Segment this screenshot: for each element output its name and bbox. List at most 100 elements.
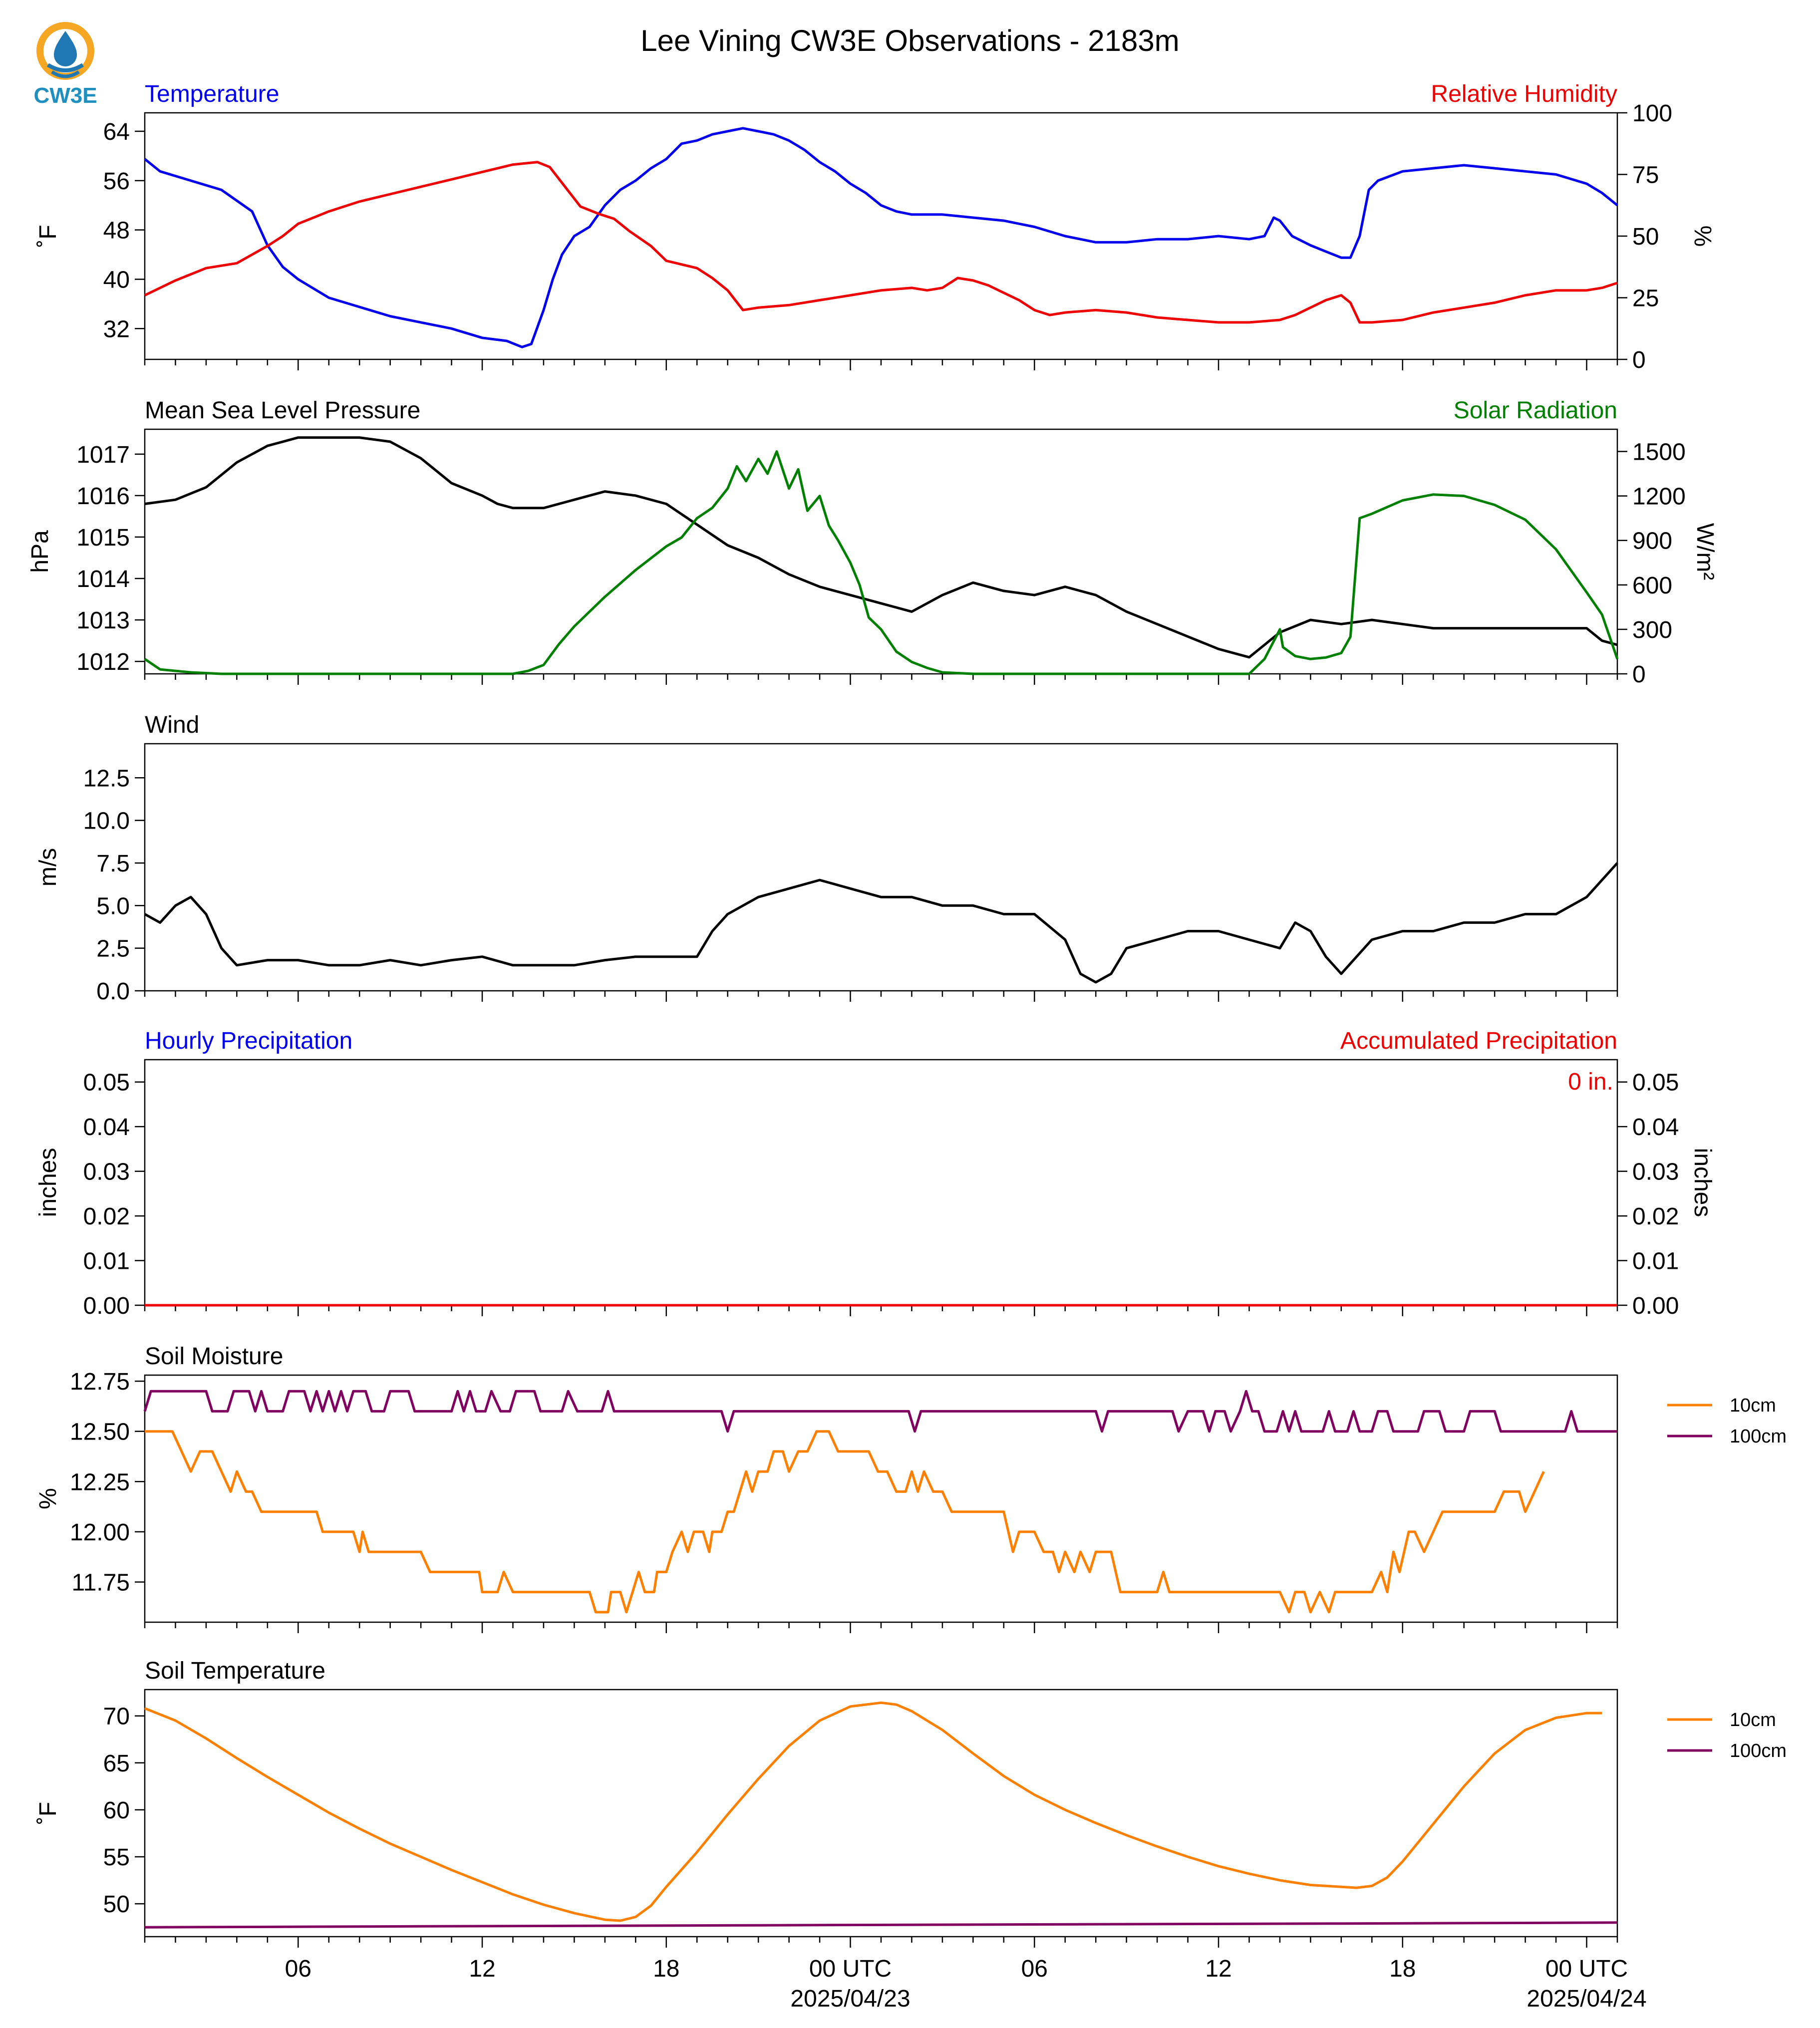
y-tick-label-right: 0.01 — [1632, 1248, 1679, 1275]
legend-label: 100cm — [1730, 1740, 1787, 1761]
y-tick-label-left: 1016 — [76, 483, 130, 510]
y-tick-label-right: 0.04 — [1632, 1114, 1679, 1141]
legend-label: 10cm — [1730, 1395, 1776, 1416]
panel-title-right: Solar Radiation — [1454, 397, 1617, 424]
y-tick-label-right: 0.03 — [1632, 1159, 1679, 1185]
y-axis-label-left: hPa — [27, 530, 53, 573]
y-tick-label-right: 0 — [1632, 661, 1646, 688]
y-tick-label-left: 0.03 — [83, 1159, 130, 1185]
series-line-10cm — [145, 1430, 1545, 1614]
logo-text: CW3E — [33, 83, 97, 107]
panel-soil-temp: Soil Temperature 70 65 60 55 50 ˚F 10cm 100cm — [35, 1658, 1787, 1948]
y-tick-label-left: 65 — [103, 1750, 130, 1777]
y-tick-label-right: 75 — [1632, 162, 1659, 189]
x-tick-label: 18 — [1389, 1956, 1416, 1982]
panel-title-left: Wind — [145, 712, 199, 738]
y-tick-label-left: 0.01 — [83, 1248, 130, 1275]
y-tick-label-left: 32 — [103, 316, 130, 342]
x-tick-label: 12 — [469, 1956, 495, 1982]
x-tick-label: 06 — [1021, 1956, 1048, 1982]
y-tick-label-left: 1015 — [76, 525, 130, 551]
y-tick-label-left: 48 — [103, 218, 130, 244]
y-tick-label-left: 1017 — [76, 442, 130, 468]
y-axis-label-right: % — [1689, 226, 1716, 247]
x-date-label: 2025/04/24 — [1526, 1986, 1646, 2012]
y-tick-label-left: 7.5 — [96, 851, 130, 877]
panel-title-left: Soil Moisture — [145, 1343, 283, 1370]
y-tick-label-right: 50 — [1632, 224, 1659, 250]
y-tick-label-right: 900 — [1632, 528, 1672, 555]
y-tick-label-left: 12.50 — [70, 1419, 130, 1446]
series-line-mean-sea-level-pressure — [144, 436, 1618, 659]
y-tick-label-right: 600 — [1632, 573, 1672, 599]
y-tick-label-left: 40 — [103, 267, 130, 293]
y-tick-label-left: 12.75 — [70, 1369, 130, 1395]
y-axis-label-left: % — [35, 1488, 61, 1509]
y-tick-label-left: 10.0 — [83, 808, 130, 835]
series-line-100cm — [144, 1921, 1618, 1929]
y-tick-label-right: 0.02 — [1632, 1203, 1679, 1230]
series-line-wind — [144, 862, 1618, 984]
y-tick-label-left: 1012 — [76, 649, 130, 675]
y-axis-label-right: W/m² — [1692, 523, 1718, 580]
x-date-label: 2025/04/23 — [790, 1986, 910, 2012]
y-tick-label-left: 55 — [103, 1844, 130, 1871]
y-tick-label-right: 100 — [1632, 100, 1672, 127]
panel-title-left: Soil Temperature — [145, 1658, 325, 1684]
y-tick-label-left: 5.0 — [96, 893, 130, 919]
x-tick-label: 06 — [285, 1956, 311, 1982]
accumulated-total-label: 0 in. — [1568, 1069, 1613, 1095]
series-line-relative-humidity — [144, 161, 1618, 324]
panel-temp-rh: Temperature Relative Humidity 64 56 48 40 32 10… — [35, 81, 1716, 373]
panel-title-right: Relative Humidity — [1431, 81, 1617, 107]
panel-precip: Hourly Precipitation Accumulated Precipit… — [35, 1028, 1716, 1319]
x-tick-label: 00 UTC — [809, 1956, 892, 1982]
series-line-solar-radiation — [144, 450, 1619, 675]
y-tick-label-right: 1500 — [1632, 439, 1686, 466]
y-tick-label-left: 2.5 — [96, 936, 130, 962]
panel-pressure-solar: Mean Sea Level Pressure Solar Radiation 10… — [27, 397, 1718, 688]
y-tick-label-left: 50 — [103, 1891, 130, 1918]
x-tick-label: 00 UTC — [1545, 1956, 1628, 1982]
panel-soil-moisture: Soil Moisture 12.75 12.50 12.25 12.00 11.75% 1… — [35, 1343, 1787, 1633]
y-axis-label-left: inches — [35, 1148, 61, 1217]
y-tick-label-left: 0.02 — [83, 1203, 130, 1230]
y-tick-label-left: 70 — [103, 1704, 130, 1730]
y-axis-label-left: ˚F — [35, 1802, 61, 1824]
y-tick-label-right: 300 — [1632, 617, 1672, 643]
y-tick-label-left: 64 — [103, 119, 130, 145]
y-tick-label-right: 0.05 — [1632, 1070, 1679, 1096]
panel-title-left: Temperature — [145, 81, 279, 107]
y-axis-label-left: m/s — [35, 848, 61, 886]
y-tick-label-left: 56 — [103, 168, 130, 195]
x-tick-label: 18 — [653, 1956, 679, 1982]
y-tick-label-right: 0.00 — [1632, 1293, 1679, 1319]
series-line-temperature — [144, 127, 1618, 348]
y-tick-label-left: 0.05 — [83, 1070, 130, 1096]
y-axis-label-right: inches — [1689, 1148, 1716, 1217]
y-tick-label-left: 60 — [103, 1797, 130, 1824]
series-line-100cm — [143, 1390, 1617, 1433]
legend-label: 100cm — [1730, 1426, 1787, 1447]
cw3e-logo: CW3E — [33, 22, 97, 107]
y-axis-label-left: ˚F — [35, 225, 61, 247]
y-tick-label-left: 12.25 — [70, 1469, 130, 1495]
y-tick-label-left: 0.0 — [96, 978, 130, 1005]
panel-title-left: Mean Sea Level Pressure — [145, 397, 420, 424]
panel-title-left: Hourly Precipitation — [145, 1028, 352, 1054]
y-tick-label-right: 1200 — [1632, 484, 1686, 510]
y-tick-label-left: 0.04 — [83, 1114, 130, 1141]
panel-title-right: Accumulated Precipitation — [1340, 1028, 1617, 1054]
y-tick-label-left: 12.00 — [70, 1519, 130, 1546]
panel-wind: Wind 12.5 10.0 7.5 5.0 2.5 0.0 m/s — [35, 712, 1618, 1005]
y-tick-label-left: 0.00 — [83, 1293, 130, 1319]
y-tick-label-right: 0 — [1632, 347, 1646, 373]
y-tick-label-left: 1014 — [76, 566, 130, 592]
y-tick-label-left: 12.5 — [83, 765, 130, 792]
legend-label: 10cm — [1730, 1710, 1776, 1731]
y-tick-label-left: 11.75 — [71, 1570, 130, 1596]
series-line-10cm — [144, 1701, 1602, 1922]
y-tick-label-right: 25 — [1632, 286, 1659, 312]
figure-title: Lee Vining CW3E Observations - 2183m — [640, 24, 1179, 57]
